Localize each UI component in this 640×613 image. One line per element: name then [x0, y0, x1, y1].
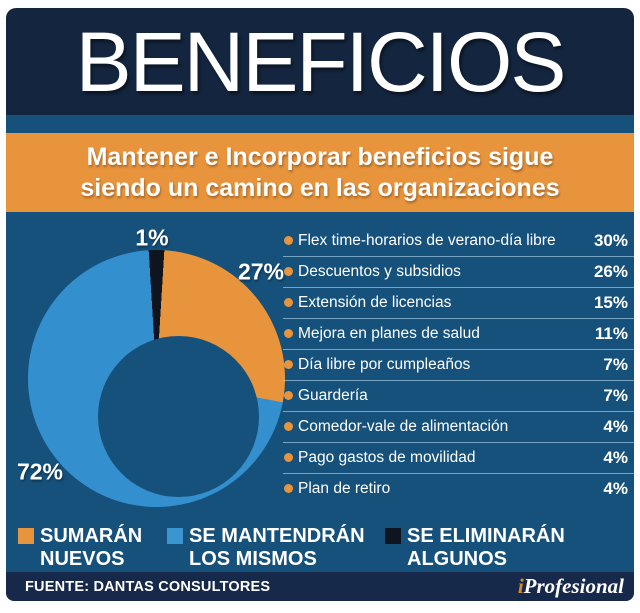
benefit-row: Pago gastos de movilidad 4% [283, 443, 634, 474]
subtitle-line-1: Mantener e Incorporar beneficios sigue [86, 142, 554, 171]
benefit-label: Extensión de licencias [298, 294, 452, 311]
legend-line2: LOS MISMOS [189, 548, 317, 570]
benefit-row: Guardería 7% [283, 381, 634, 412]
bullet-icon [284, 236, 293, 245]
benefit-label: Guardería [298, 387, 368, 404]
legend-item: SUMARÁN NUEVOS [18, 525, 142, 571]
benefit-value: 4% [603, 479, 628, 498]
brand-prefix: i [517, 574, 524, 598]
iprofesional-logo: iProfesional [518, 574, 624, 599]
subtitle-line-2: siendo un camino en las organizaciones [80, 173, 560, 202]
page-title: BENEFICIOS [75, 14, 567, 109]
donut-label-eliminaran: 1% [135, 224, 169, 251]
donut-ring [28, 250, 285, 507]
legend-swatch-icon [167, 528, 183, 544]
donut-label-sumaran: 27% [237, 258, 285, 285]
legend-swatch-icon [18, 528, 34, 544]
benefit-value: 4% [603, 417, 628, 436]
benefit-row: Flex time-horarios de verano-día libre 3… [283, 226, 634, 257]
legend-line1: SUMARÁN [40, 525, 143, 547]
benefit-label: Pago gastos de movilidad [298, 449, 476, 466]
benefit-label: Comedor-vale de alimentación [298, 418, 509, 435]
bullet-icon [284, 298, 293, 307]
benefit-value: 15% [593, 293, 628, 312]
footer-bar: FUENTE: DANTAS CONSULTORES iProfesional [6, 572, 634, 601]
benefit-value: 7% [603, 355, 628, 374]
source-text: FUENTE: DANTAS CONSULTORES [25, 578, 271, 595]
benefit-label: Descuentos y subsidios [298, 263, 461, 280]
brand-rest: Profesional [523, 574, 624, 598]
donut-label-mantendran: 72% [16, 458, 64, 485]
legend: SUMARÁN NUEVOS SE MANTENDRÁN LOS MISMOS … [6, 512, 634, 572]
benefit-value: 7% [603, 386, 628, 405]
benefit-row: Descuentos y subsidios 26% [283, 257, 634, 288]
legend-swatch-icon [385, 528, 401, 544]
benefit-row: Plan de retiro 4% [283, 474, 634, 504]
benefit-label: Plan de retiro [298, 480, 391, 497]
benefits-list: Flex time-horarios de verano-día libre 3… [283, 226, 634, 504]
benefit-value: 26% [593, 262, 628, 281]
legend-line2: NUEVOS [40, 548, 125, 570]
benefit-label: Día libre por cumpleaños [298, 356, 471, 373]
benefit-row: Día libre por cumpleaños 7% [283, 350, 634, 381]
subtitle-banner: Mantener e Incorporar beneficios sigue s… [6, 133, 634, 212]
legend-line1: SE ELIMINARÁN [407, 525, 565, 547]
bullet-icon [284, 422, 293, 431]
benefit-value: 30% [593, 231, 628, 250]
infographic-card: BENEFICIOS Mantener e Incorporar benefic… [6, 8, 634, 601]
benefit-row: Extensión de licencias 15% [283, 288, 634, 319]
legend-label: SUMARÁN NUEVOS [40, 525, 142, 571]
legend-label: SE ELIMINARÁN ALGUNOS [407, 525, 565, 571]
main-area: Mantener e Incorporar beneficios sigue s… [6, 115, 634, 572]
bullet-icon [284, 484, 293, 493]
benefit-row: Comedor-vale de alimentación 4% [283, 412, 634, 443]
bullet-icon [284, 267, 293, 276]
legend-item: SE ELIMINARÁN ALGUNOS [385, 525, 565, 571]
benefit-row: Mejora en planes de salud 11% [283, 319, 634, 350]
bullet-icon [284, 360, 293, 369]
bullet-icon [284, 329, 293, 338]
benefit-label: Mejora en planes de salud [298, 325, 480, 342]
header-bar: BENEFICIOS [6, 8, 634, 115]
chart-zone: 1% 27% 72% Flex time-horarios de verano-… [6, 212, 634, 512]
bullet-icon [284, 453, 293, 462]
bullet-icon [284, 391, 293, 400]
legend-line1: SE MANTENDRÁN [189, 525, 365, 547]
legend-line2: ALGUNOS [407, 548, 507, 570]
legend-item: SE MANTENDRÁN LOS MISMOS [167, 525, 365, 571]
benefit-value: 4% [603, 448, 628, 467]
benefit-value: 11% [594, 324, 628, 343]
benefit-label: Flex time-horarios de verano-día libre [298, 232, 556, 249]
legend-label: SE MANTENDRÁN LOS MISMOS [189, 525, 365, 571]
donut-hole [98, 336, 259, 497]
